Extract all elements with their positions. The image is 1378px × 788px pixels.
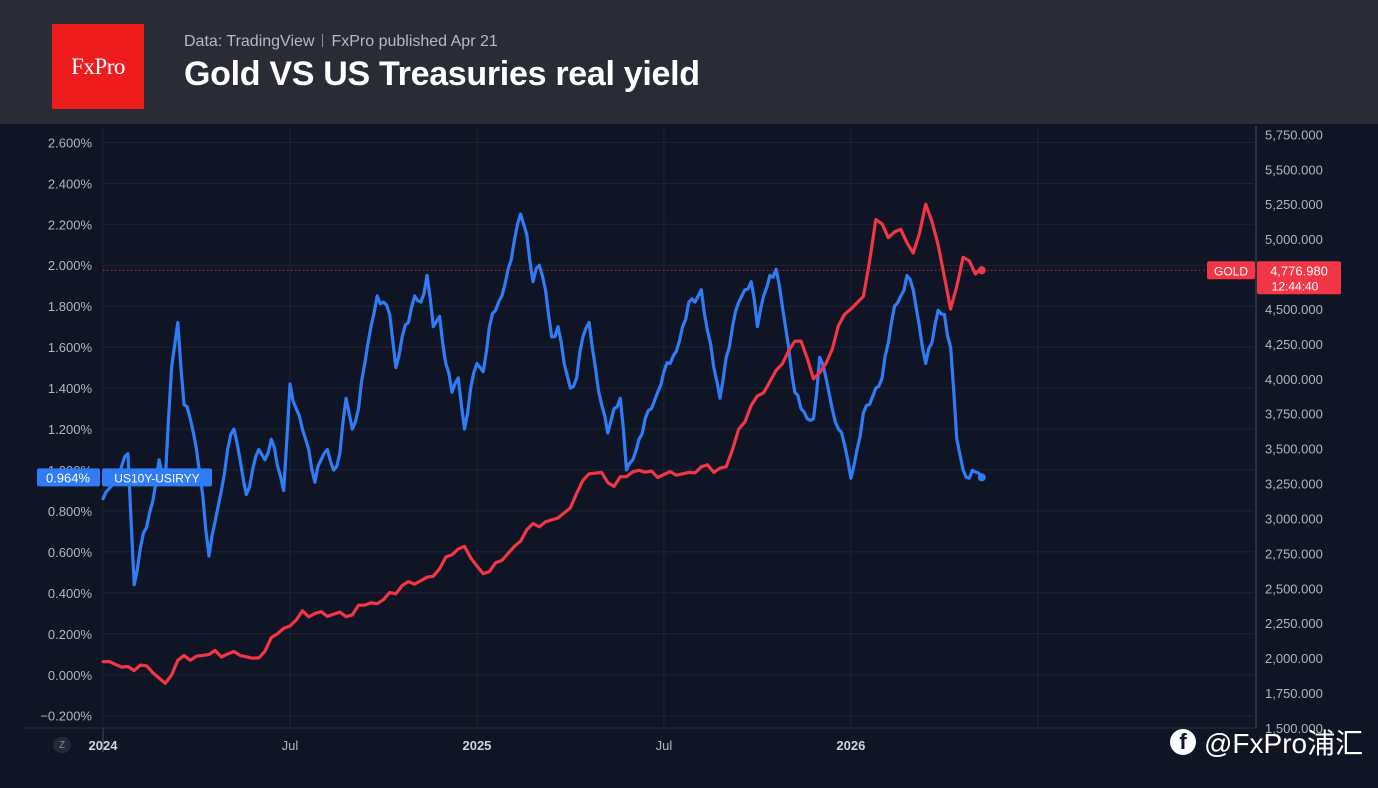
right-tick-label: 3,750.000 xyxy=(1265,407,1323,422)
left-tick-label: 2.400% xyxy=(48,176,93,191)
left-tick-label: 2.200% xyxy=(48,217,93,232)
header: FxPro Data: TradingView FxPro published A… xyxy=(0,0,1378,124)
left-tick-label: 1.600% xyxy=(48,340,93,355)
x-tick-label: Jul xyxy=(282,738,299,753)
right-tick-label: 5,500.000 xyxy=(1265,162,1323,177)
left-tick-label: 0.000% xyxy=(48,668,93,683)
data-source: Data: TradingView xyxy=(184,33,315,50)
right-tick-label: 4,250.000 xyxy=(1265,337,1323,352)
series-layer xyxy=(101,202,986,685)
right-tick-label: 1,750.000 xyxy=(1265,686,1323,701)
page-title: Gold VS US Treasuries real yield xyxy=(184,55,700,93)
left-tick-label: 0.200% xyxy=(48,627,93,642)
zoom-button[interactable]: Z xyxy=(53,737,71,753)
series-end-point xyxy=(977,473,986,482)
x-axis: 2024 Jul 2025 Jul 2026 xyxy=(89,738,866,753)
left-tick-label: 1.800% xyxy=(48,299,93,314)
right-tick-label: 1,500.000 xyxy=(1265,721,1323,736)
left-tick-label: −0.200% xyxy=(40,709,92,724)
right-tick-label: 4,500.000 xyxy=(1265,302,1323,317)
yield-name-tag xyxy=(102,468,212,487)
gold-name-tag xyxy=(1207,261,1255,280)
grid xyxy=(22,126,1257,752)
gold-series-line xyxy=(101,202,984,685)
gold-price-label: 4,776.980 xyxy=(1270,263,1328,278)
series-end-point xyxy=(977,266,986,275)
gold-time-label: 12:44:40 xyxy=(1272,279,1319,293)
yield-series-line xyxy=(101,212,984,587)
left-axis: −0.200%0.000%0.200%0.400%0.600%0.800%1.0… xyxy=(40,135,92,723)
x-tick-label: Jul xyxy=(656,738,673,753)
right-tick-label: 5,750.000 xyxy=(1265,127,1323,142)
gold-price-tag xyxy=(1257,261,1341,295)
right-tick-label: 5,250.000 xyxy=(1265,197,1323,212)
left-tick-label: 0.600% xyxy=(48,545,93,560)
left-tick-label: 1.400% xyxy=(48,381,93,396)
right-tick-label: 2,000.000 xyxy=(1265,651,1323,666)
facebook-icon: f xyxy=(1170,729,1196,755)
right-tick-label: 2,750.000 xyxy=(1265,546,1323,561)
right-tick-label: 4,000.000 xyxy=(1265,372,1323,387)
watermark[interactable]: f @FxPro浦汇 xyxy=(1170,722,1363,762)
yield-name-label: US10Y-USIRYY xyxy=(114,471,199,485)
fxpro-logo[interactable]: FxPro xyxy=(52,24,144,109)
left-tick-label: 0.800% xyxy=(48,504,93,519)
x-tick-label: 2024 xyxy=(89,738,119,753)
chart[interactable]: −0.200%0.000%0.200%0.400%0.600%0.800%1.0… xyxy=(0,124,1378,788)
right-tick-label: 3,250.000 xyxy=(1265,477,1323,492)
left-tick-label: 1.200% xyxy=(48,422,93,437)
watermark-text: @FxPro浦汇 xyxy=(1204,728,1364,759)
left-tick-label: 0.400% xyxy=(48,586,93,601)
right-tick-label: 2,250.000 xyxy=(1265,616,1323,631)
x-tick-label: 2026 xyxy=(836,738,865,753)
yield-price-tag xyxy=(37,468,100,487)
right-tick-label: 2,500.000 xyxy=(1265,581,1323,596)
published-info: FxPro published Apr 21 xyxy=(331,33,498,50)
left-tick-label: 2.000% xyxy=(48,258,93,273)
right-tick-label: 3,000.000 xyxy=(1265,511,1323,526)
meta-separator xyxy=(322,34,324,47)
right-axis: 1,500.000 1,750.000 2,000.000 2,250.000 2,50… xyxy=(1265,127,1323,736)
left-tick-label: 2.600% xyxy=(48,135,93,150)
chart-meta: Data: TradingView FxPro published Apr 21 xyxy=(184,33,498,51)
right-tick-label: 3,500.000 xyxy=(1265,442,1323,457)
yield-price-label: 0.964% xyxy=(46,470,91,485)
x-tick-label: 2025 xyxy=(462,738,491,753)
gold-name-label: GOLD xyxy=(1214,264,1248,278)
right-tick-label: 5,000.000 xyxy=(1265,232,1323,247)
